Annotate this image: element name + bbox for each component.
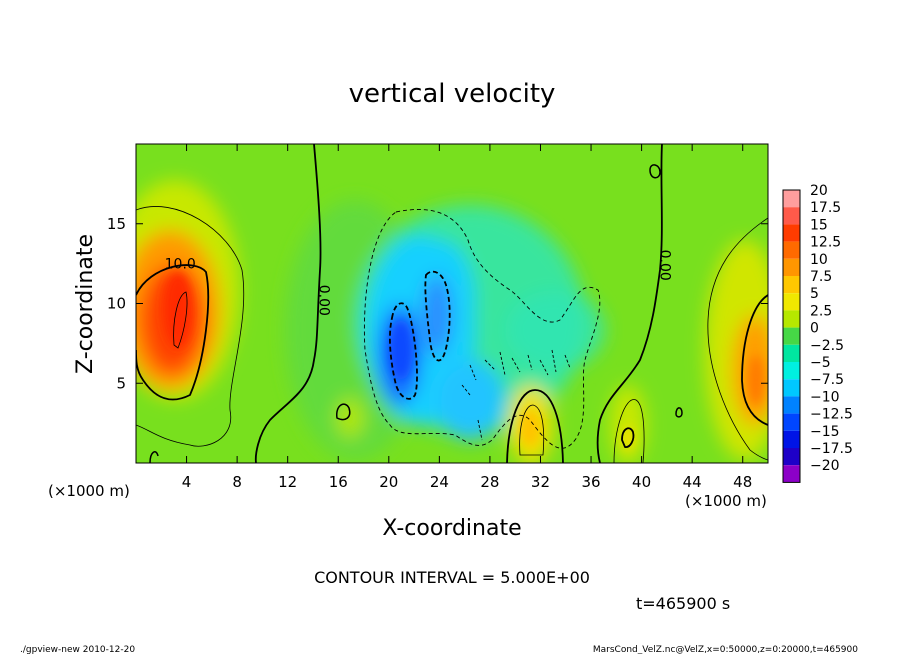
contour-line-pos10-lower	[621, 427, 635, 448]
y-tick-label: 5	[116, 374, 126, 392]
y-tick-label: 15	[107, 215, 126, 233]
colorbar-swatch	[783, 241, 800, 259]
colorbar-swatch	[783, 379, 800, 397]
colorbar-swatch	[783, 465, 800, 483]
chart-title: vertical velocity	[349, 79, 556, 109]
x-tick-label: 44	[683, 473, 702, 491]
x-axis-label: X-coordinate	[382, 516, 521, 541]
y-tick-label: 10	[107, 295, 126, 313]
colorbar-label: 20	[810, 183, 828, 199]
contour-line-blob-c	[675, 407, 683, 418]
y-axis-label: Z-coordinate	[73, 234, 98, 374]
contour-line-pos5-lower	[613, 399, 645, 463]
colorbar-label: 5	[810, 286, 819, 302]
contour-line-pos5-left	[136, 206, 245, 447]
time-text: t=465900 s	[636, 594, 730, 613]
colorbar-label: −10	[810, 389, 840, 405]
x-tick-label: 24	[430, 473, 449, 491]
y-axis-unit: (×1000 m)	[48, 482, 130, 500]
contour-line-zero-b	[596, 144, 663, 463]
colorbar-swatch	[783, 396, 800, 414]
x-tick-label: 8	[232, 473, 242, 491]
footer-right: MarsCond_VelZ.nc@VelZ,x=0:50000,z=0:2000…	[593, 645, 858, 654]
colorbar-label: −15	[810, 424, 840, 440]
y-axis: 5 10 15	[107, 215, 768, 392]
colorbar-label: 12.5	[810, 235, 841, 251]
colorbar-label: 2.5	[810, 303, 832, 319]
colorbar-swatch	[783, 258, 800, 276]
contour-line-zero-a	[254, 144, 322, 463]
colorbar-label: 15	[810, 217, 828, 233]
colorbar-frame	[782, 189, 801, 483]
colorbar-swatch	[783, 327, 800, 345]
contour-label: 10.0	[165, 256, 196, 272]
colorbar-swatch	[783, 207, 800, 225]
contour-line-neg5-small	[461, 349, 571, 441]
x-tick-label: 40	[632, 473, 651, 491]
x-tick-label: 48	[733, 473, 752, 491]
colorbar-swatch	[783, 293, 800, 311]
contour-line-blob-a	[336, 403, 351, 421]
x-tick-label: 28	[480, 473, 499, 491]
contour-line-zero-c	[506, 389, 564, 463]
contour-label: 0.00	[657, 250, 673, 281]
x-tick-label: 12	[278, 473, 297, 491]
contour-label: 0.00	[315, 285, 331, 316]
contour-line-pos5-right	[707, 217, 768, 461]
colorbar-label: −12.5	[810, 407, 853, 423]
contour-line-neg10-b	[424, 270, 451, 362]
footer-left: ./gpview-new 2010-12-20	[20, 645, 135, 654]
colorbar-swatch	[783, 276, 800, 294]
contour-line-pos5-center	[519, 404, 545, 456]
x-tick-label: 36	[581, 473, 600, 491]
colorbar-swatch	[783, 224, 800, 242]
contour-line-neg5	[363, 209, 601, 449]
colorbar-label: 0	[810, 321, 819, 337]
colorbar-swatch	[783, 430, 800, 448]
x-tick-label: 16	[329, 473, 348, 491]
x-tick-label: 20	[379, 473, 398, 491]
colorbar-label: 17.5	[810, 200, 841, 216]
contour-line-blob-b	[149, 451, 159, 463]
colorbar-swatch	[783, 190, 800, 208]
colorbar-swatch	[783, 344, 800, 362]
x-axis-unit: (×1000 m)	[685, 492, 767, 510]
plot-field: 10.0 0.00 0.00	[136, 144, 768, 463]
colorbar-swatch	[783, 413, 800, 431]
contour-line-neg10-a	[389, 302, 418, 400]
contour-lines	[136, 144, 768, 463]
x-tick-label: 4	[182, 473, 192, 491]
colorbar-label: −20	[810, 458, 840, 474]
colorbar-label: −2.5	[810, 338, 844, 354]
colorbar-swatch	[783, 362, 800, 380]
contour-line-small-closed	[649, 164, 661, 179]
contour-line-pos15-left	[173, 291, 188, 349]
colorbar-label: −7.5	[810, 372, 844, 388]
colorbar-label: 10	[810, 252, 828, 268]
contour-line-pos10-left	[136, 264, 210, 401]
x-axis: 4 8 12 16 20 24 28 32 36 40 44 48	[182, 144, 752, 491]
colorbar-label: −17.5	[810, 441, 853, 457]
colorbar-swatch	[783, 448, 800, 466]
x-tick-label: 32	[531, 473, 550, 491]
colorbar-label: 7.5	[810, 269, 832, 285]
contour-line-pos10-right	[741, 294, 768, 426]
contour-interval-text: CONTOUR INTERVAL = 5.000E+00	[314, 568, 590, 587]
contour-labels: 10.0 0.00 0.00	[165, 250, 673, 316]
colorbar-label: −5	[810, 355, 831, 371]
colorbar-swatch	[783, 310, 800, 328]
